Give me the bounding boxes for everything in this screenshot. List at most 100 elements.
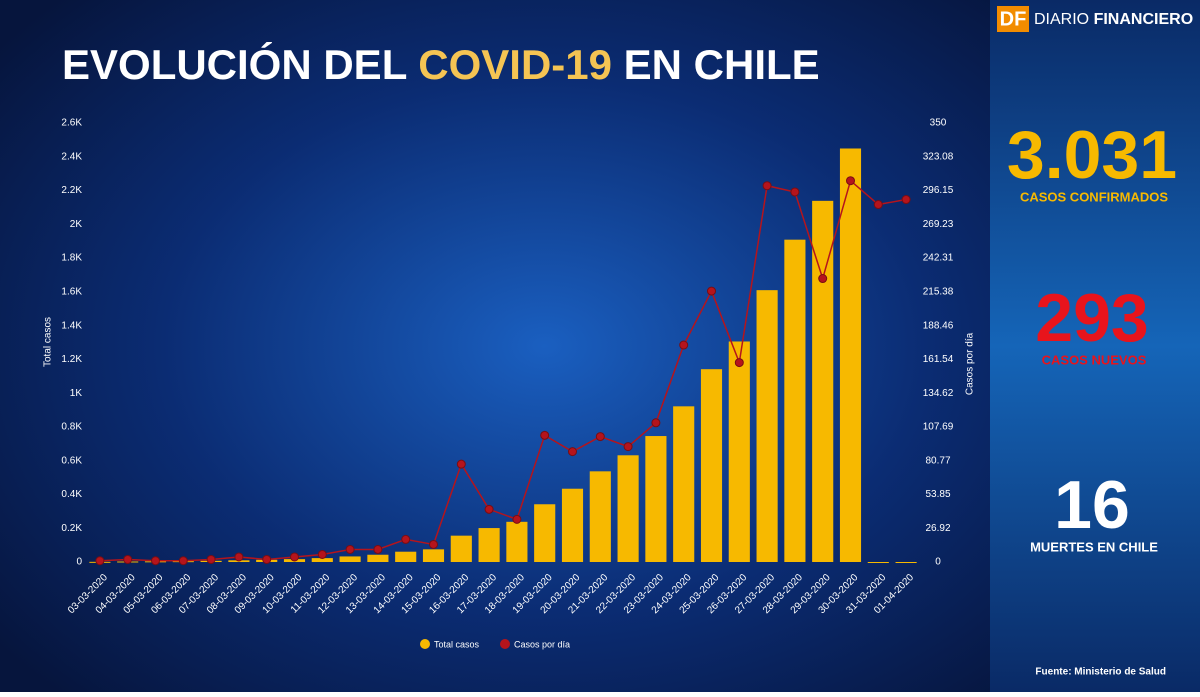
bar bbox=[561, 488, 584, 562]
legend-swatch bbox=[420, 639, 430, 649]
line-point bbox=[818, 274, 828, 284]
logo: DF bbox=[1000, 8, 1027, 30]
y-tick-label: 0 bbox=[76, 557, 82, 568]
line-point bbox=[568, 447, 577, 457]
y-tick-label: 1.8K bbox=[61, 253, 82, 264]
line-point bbox=[429, 539, 438, 549]
bar bbox=[839, 148, 862, 562]
title-part: EVOLUCIÓN DEL bbox=[62, 40, 418, 88]
legend-label: Casos por día bbox=[514, 639, 570, 649]
bar bbox=[589, 471, 611, 562]
line-point bbox=[262, 554, 272, 564]
y2-axis-title: Casos por día bbox=[965, 332, 976, 395]
y-tick-label: 2K bbox=[70, 219, 83, 230]
bar bbox=[478, 528, 500, 562]
bar bbox=[784, 239, 806, 562]
bar bbox=[395, 551, 417, 562]
bar bbox=[728, 341, 750, 562]
title-highlight: COVID-19 bbox=[418, 41, 612, 88]
line-point bbox=[595, 432, 605, 442]
line-point bbox=[901, 195, 911, 205]
y-tick-label: 1.4K bbox=[61, 320, 82, 331]
y-axis-title: Total casos bbox=[43, 317, 54, 367]
line bbox=[99, 179, 907, 562]
bar bbox=[450, 535, 472, 562]
line-point bbox=[290, 552, 299, 562]
logo-box bbox=[997, 6, 1029, 32]
y-tick-label: 2.6K bbox=[61, 118, 82, 129]
line-point bbox=[484, 504, 494, 514]
bar bbox=[422, 549, 445, 562]
line-point bbox=[762, 181, 772, 191]
y-tick-label: 2.2K bbox=[61, 185, 82, 196]
bar bbox=[311, 558, 333, 562]
y-tick-label: 2.4K bbox=[61, 151, 82, 162]
y2-tick-label: 0 bbox=[935, 557, 941, 568]
y-tick-label: 0.8K bbox=[61, 422, 82, 433]
bar bbox=[700, 369, 723, 562]
y2-tick-label: 323.08 bbox=[923, 151, 954, 162]
bar bbox=[534, 504, 556, 562]
y2-tick-label: 80.77 bbox=[925, 455, 950, 466]
line-point bbox=[373, 544, 383, 554]
bar bbox=[673, 406, 695, 562]
bar bbox=[756, 290, 778, 562]
brand-name-bold: FINANCIERO bbox=[1094, 11, 1194, 28]
line-point bbox=[317, 549, 327, 559]
y2-tick-label: 134.62 bbox=[923, 388, 954, 399]
bar bbox=[367, 554, 389, 562]
y2-tick-label: 26.92 bbox=[925, 523, 950, 534]
legend-label: Total casos bbox=[434, 639, 480, 649]
stat-value: 3.031 bbox=[1007, 117, 1177, 193]
source: Fuente: Ministerio de Salud bbox=[1035, 667, 1166, 678]
line-point bbox=[512, 514, 522, 524]
y2-tick-label: 269.23 bbox=[923, 219, 954, 230]
y2-tick-label: 188.46 bbox=[923, 320, 954, 331]
stat-label: MUERTES EN CHILE bbox=[1030, 539, 1158, 554]
y-tick-label: 1K bbox=[70, 388, 83, 399]
y-tick-label: 0.2K bbox=[61, 523, 82, 534]
line-point bbox=[234, 552, 244, 562]
y2-tick-label: 107.69 bbox=[923, 422, 954, 433]
bar bbox=[339, 556, 361, 562]
y-tick-label: 1.2K bbox=[61, 354, 82, 365]
line-point bbox=[873, 200, 883, 210]
brand-name-part: DIARIO bbox=[1034, 11, 1089, 28]
line-point bbox=[401, 534, 411, 544]
y2-tick-label: 296.15 bbox=[923, 185, 954, 196]
y2-tick-label: 350 bbox=[930, 118, 947, 129]
y-tick-label: 0.6K bbox=[61, 455, 82, 466]
line-point bbox=[846, 176, 855, 186]
line-point bbox=[734, 358, 744, 368]
brand-name: DIARIO FINANCIERO bbox=[1034, 11, 1193, 28]
line-point bbox=[707, 286, 716, 296]
legend-swatch bbox=[500, 639, 510, 649]
stat-label: CASOS CONFIRMADOS bbox=[1020, 189, 1168, 204]
line-point bbox=[679, 340, 689, 350]
bar bbox=[645, 436, 667, 562]
line-point bbox=[178, 556, 188, 566]
title-part: EN CHILE bbox=[612, 41, 820, 88]
line-point bbox=[456, 459, 466, 469]
stat-label: CASOS NUEVOS bbox=[1042, 352, 1147, 367]
y2-tick-label: 53.85 bbox=[925, 489, 950, 500]
line-point bbox=[206, 554, 216, 564]
line-point bbox=[651, 418, 661, 428]
y-tick-label: 1.6K bbox=[61, 286, 82, 297]
y2-tick-label: 242.31 bbox=[923, 253, 954, 264]
bar bbox=[867, 562, 889, 563]
line-point bbox=[345, 544, 355, 554]
chart-title: EVOLUCIÓN DEL COVID-19 EN CHILE bbox=[62, 40, 820, 88]
line-point bbox=[95, 556, 105, 566]
stat-value: 293 bbox=[1035, 280, 1148, 356]
bar bbox=[617, 455, 639, 562]
line-point bbox=[123, 554, 133, 564]
stat-value: 16 bbox=[1054, 467, 1130, 543]
y2-tick-label: 161.54 bbox=[923, 354, 954, 365]
y-tick-label: 0.4K bbox=[61, 489, 82, 500]
y2-tick-label: 215.38 bbox=[923, 286, 954, 297]
line-point bbox=[623, 442, 633, 452]
line-point bbox=[151, 556, 160, 566]
